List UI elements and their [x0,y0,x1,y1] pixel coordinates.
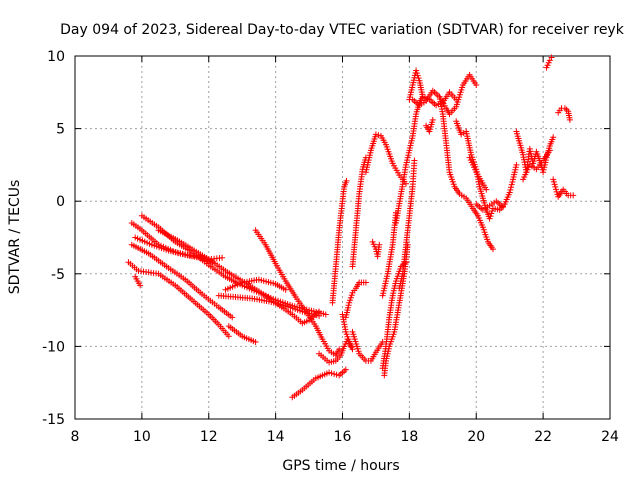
series-arc37 [555,105,573,123]
data-points [125,54,577,401]
y-tick-label: -10 [42,339,65,355]
x-tick-label: 24 [601,429,619,445]
y-tick-label: 5 [56,122,65,138]
series-arc8 [225,323,259,345]
x-tick-label: 20 [467,429,485,445]
series-arc7 [132,273,144,289]
series-arc26 [406,67,460,109]
series-arc25 [396,157,418,292]
y-tick-label: 0 [56,194,65,210]
series-arc29 [436,93,496,253]
grid-lines [75,56,610,419]
series-arc36 [543,54,555,71]
series-arc16 [339,311,354,350]
series-arc12 [289,366,349,401]
series-arc18 [349,154,369,270]
series-arc10 [222,276,289,293]
x-tick-label: 12 [200,429,218,445]
y-axis-label: SDTVAR / TECUs [7,180,23,295]
series-arc20 [369,238,383,260]
axis-ticks [74,55,611,420]
x-tick-label: 22 [534,429,552,445]
series-arc14 [329,177,350,306]
series-arc28 [423,116,436,135]
x-axis-label: GPS time / hours [282,458,399,474]
series-arc35 [520,147,553,183]
series-arc24 [393,93,426,226]
x-tick-label: 16 [334,429,352,445]
series-arc19 [362,131,409,187]
y-tick-label: -15 [42,412,65,428]
series-arc33 [490,161,520,213]
series-arc4 [155,227,323,327]
series-arc38 [550,176,577,200]
x-tick-label: 8 [71,429,80,445]
y-tick-labels: -15 -10 -5 0 5 10 [42,49,65,428]
y-tick-label: 10 [47,49,65,65]
chart-title: Day 094 of 2023, Sidereal Day-to-day VTE… [60,22,625,38]
y-tick-label: -5 [51,267,65,283]
x-tick-label: 10 [133,429,151,445]
series-arc5 [128,241,236,321]
x-tick-label: 14 [267,429,285,445]
series-arc17 [349,328,386,364]
x-tick-labels: 8 10 12 14 16 18 20 22 24 [71,429,619,445]
series-arc11 [252,227,343,359]
x-tick-label: 18 [400,429,418,445]
series-arc31 [466,154,490,193]
series-arc6 [125,259,232,340]
series-arc22 [381,241,411,379]
series-arc15 [342,279,369,321]
